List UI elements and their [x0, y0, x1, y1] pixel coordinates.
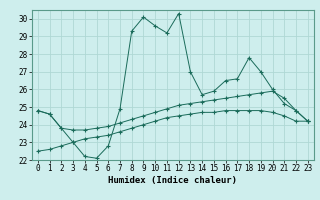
X-axis label: Humidex (Indice chaleur): Humidex (Indice chaleur): [108, 176, 237, 185]
